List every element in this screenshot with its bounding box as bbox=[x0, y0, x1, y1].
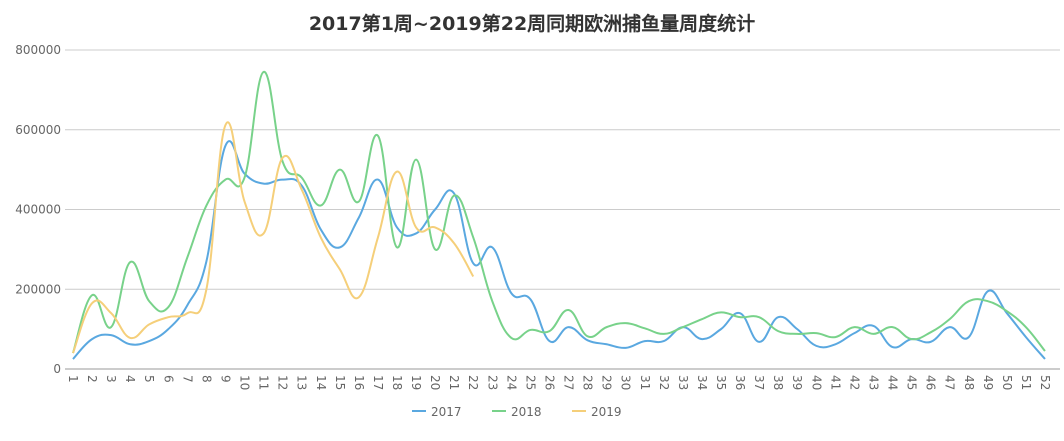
x-tick-label: 12 bbox=[276, 375, 290, 390]
x-tick-label: 45 bbox=[905, 375, 919, 390]
y-tick-label: 0 bbox=[53, 362, 61, 376]
x-tick-label: 11 bbox=[257, 375, 271, 390]
x-tick-label: 16 bbox=[352, 375, 366, 390]
x-tick-label: 10 bbox=[238, 375, 252, 390]
x-tick-label: 9 bbox=[218, 375, 232, 383]
x-tick-label: 35 bbox=[714, 375, 728, 390]
x-tick-label: 43 bbox=[866, 375, 880, 390]
x-tick-label: 25 bbox=[523, 375, 537, 390]
chart-title: 2017第1周~2019第22周同期欧洲捕鱼量周度统计 bbox=[309, 12, 755, 35]
x-tick-label: 1 bbox=[66, 375, 80, 383]
x-tick-label: 48 bbox=[962, 375, 976, 390]
x-tick-label: 44 bbox=[886, 375, 900, 390]
x-tick-label: 52 bbox=[1038, 375, 1052, 390]
x-tick-label: 50 bbox=[1000, 375, 1014, 390]
x-tick-label: 33 bbox=[676, 375, 690, 390]
legend-label: 2018 bbox=[511, 405, 542, 419]
x-tick-label: 24 bbox=[504, 375, 518, 390]
x-tick-label: 5 bbox=[142, 375, 156, 383]
x-tick-label: 3 bbox=[104, 375, 118, 383]
x-tick-label: 28 bbox=[581, 375, 595, 390]
x-tick-label: 7 bbox=[180, 375, 194, 383]
x-tick-label: 4 bbox=[123, 375, 137, 383]
legend-label: 2017 bbox=[431, 405, 462, 419]
x-tick-label: 2 bbox=[85, 375, 99, 383]
x-tick-label: 47 bbox=[943, 375, 957, 390]
series-line bbox=[72, 70, 1046, 354]
y-tick-label: 800000 bbox=[15, 43, 61, 57]
x-tick-label: 34 bbox=[695, 375, 709, 390]
x-tick-label: 41 bbox=[828, 375, 842, 390]
legend-label: 2019 bbox=[591, 405, 622, 419]
y-tick-label: 600000 bbox=[15, 123, 61, 137]
x-tick-label: 20 bbox=[428, 375, 442, 390]
x-tick-label: 29 bbox=[600, 375, 614, 390]
x-tick-label: 17 bbox=[371, 375, 385, 390]
x-tick-label: 15 bbox=[333, 375, 347, 390]
x-tick-label: 37 bbox=[752, 375, 766, 390]
y-tick-label: 400000 bbox=[15, 203, 61, 217]
x-tick-label: 30 bbox=[619, 375, 633, 390]
x-tick-label: 26 bbox=[542, 375, 556, 390]
x-tick-label: 46 bbox=[924, 375, 938, 390]
series-line bbox=[72, 140, 1046, 360]
x-tick-label: 32 bbox=[657, 375, 671, 390]
x-tick-label: 23 bbox=[485, 375, 499, 390]
x-tick-label: 42 bbox=[847, 375, 861, 390]
x-tick-label: 49 bbox=[981, 375, 995, 390]
x-tick-label: 22 bbox=[466, 375, 480, 390]
x-tick-label: 39 bbox=[790, 375, 804, 390]
x-tick-label: 27 bbox=[562, 375, 576, 390]
x-tick-label: 14 bbox=[314, 375, 328, 390]
x-tick-label: 51 bbox=[1019, 375, 1033, 390]
x-tick-label: 6 bbox=[161, 375, 175, 383]
x-tick-label: 36 bbox=[733, 375, 747, 390]
x-tick-label: 19 bbox=[409, 375, 423, 390]
x-tick-label: 18 bbox=[390, 375, 404, 390]
x-tick-label: 8 bbox=[199, 375, 213, 383]
x-tick-label: 40 bbox=[809, 375, 823, 390]
y-tick-label: 200000 bbox=[15, 282, 61, 296]
series-line bbox=[72, 121, 475, 354]
x-tick-label: 38 bbox=[771, 375, 785, 390]
x-tick-label: 21 bbox=[447, 375, 461, 390]
x-tick-label: 31 bbox=[638, 375, 652, 390]
x-tick-label: 13 bbox=[295, 375, 309, 390]
